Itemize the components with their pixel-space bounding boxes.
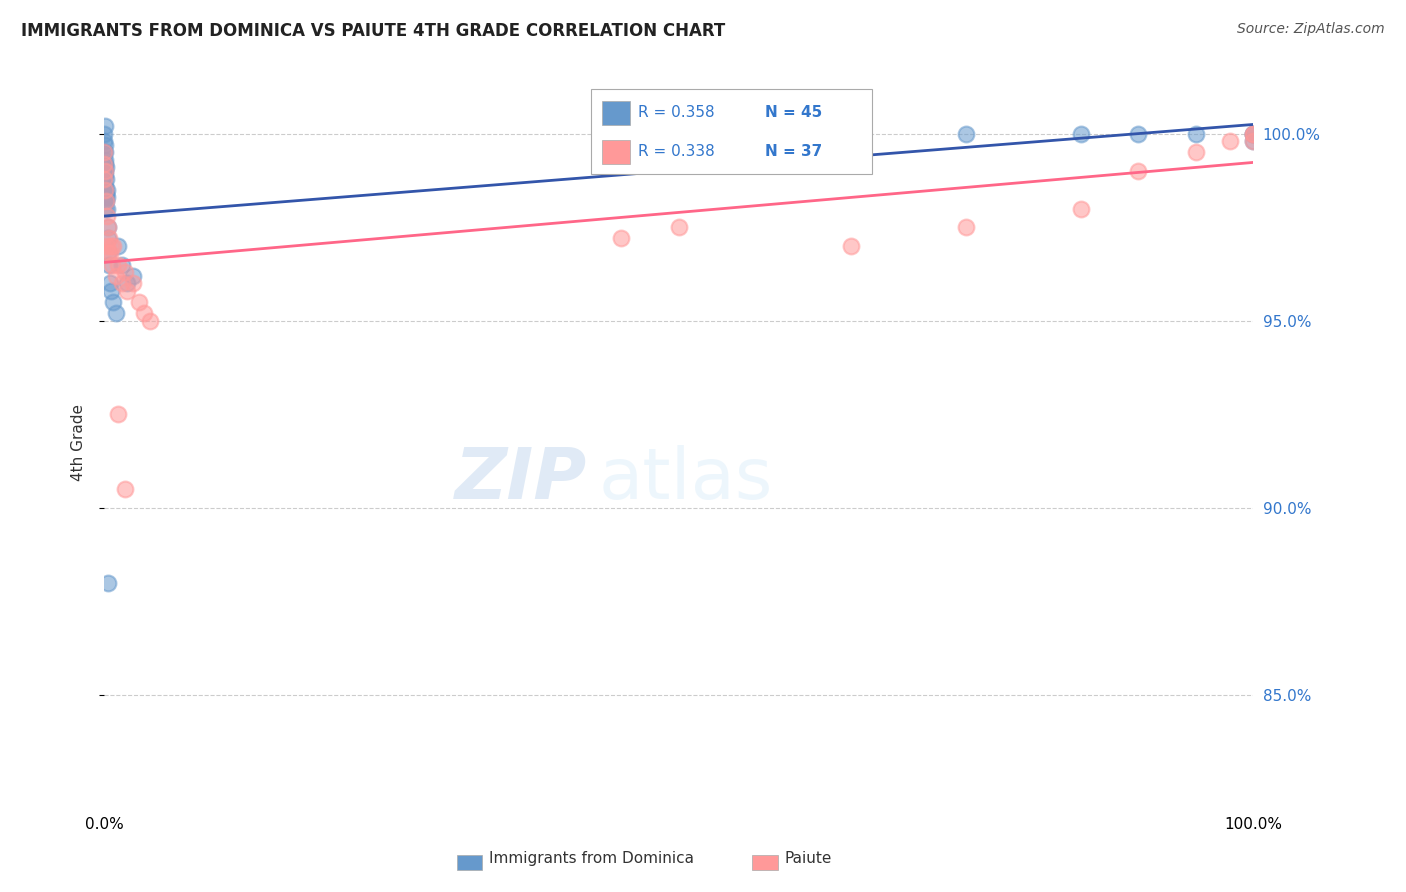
Point (94, 161, 117, 175)
Point (103, 295, 125, 310)
Point (1241, 127, 1264, 141)
Point (104, 268, 127, 283)
Point (97, 231, 120, 245)
Text: IMMIGRANTS FROM DOMINICA VS PAIUTE 4TH GRADE CORRELATION CHART: IMMIGRANTS FROM DOMINICA VS PAIUTE 4TH G… (21, 22, 725, 40)
Point (1126, 164, 1149, 178)
Point (107, 408, 129, 422)
Point (96, 190, 118, 204)
Point (134, 306, 156, 320)
Point (1070, 202, 1092, 216)
Point (955, 127, 977, 141)
Point (93, 127, 115, 141)
Point (1241, 127, 1264, 141)
Point (93, 156, 115, 170)
Point (100, 239, 122, 253)
Point (1184, 127, 1206, 141)
Point (839, 239, 862, 253)
Text: Immigrants from Dominica: Immigrants from Dominica (489, 851, 695, 866)
Point (104, 306, 127, 320)
Point (94, 156, 117, 170)
Point (93, 145, 115, 160)
Point (1241, 134, 1264, 148)
Point (122, 268, 145, 283)
FancyBboxPatch shape (591, 89, 872, 174)
Point (97, 220, 120, 235)
Point (94, 164, 117, 178)
Point (96, 239, 118, 253)
Text: N = 45: N = 45 (765, 105, 823, 120)
Text: Source: ZipAtlas.com: Source: ZipAtlas.com (1237, 22, 1385, 37)
Point (107, 258, 129, 272)
Text: R = 0.338: R = 0.338 (638, 145, 716, 160)
Point (101, 258, 124, 272)
Point (94, 194, 117, 208)
Y-axis label: 4th Grade: 4th Grade (72, 404, 86, 481)
Point (93, 134, 115, 148)
Point (1126, 127, 1149, 141)
Point (839, 127, 862, 141)
Text: R = 0.358: R = 0.358 (638, 105, 714, 120)
Point (110, 258, 132, 272)
Point (94, 194, 117, 208)
Point (97, 220, 120, 235)
Point (114, 483, 136, 497)
Point (1070, 127, 1092, 141)
Bar (602, 140, 630, 164)
Point (122, 277, 145, 291)
Point (94, 145, 117, 160)
Point (94, 183, 117, 197)
Point (94, 171, 117, 186)
Point (1184, 145, 1206, 160)
Point (1241, 127, 1264, 141)
Point (93, 171, 115, 186)
Point (100, 284, 122, 298)
Point (97, 246, 120, 260)
Point (94, 190, 117, 204)
Point (107, 239, 129, 253)
Text: atlas: atlas (598, 444, 773, 514)
Point (1241, 127, 1264, 141)
Point (117, 277, 139, 291)
Point (98, 277, 121, 291)
Text: N = 37: N = 37 (765, 145, 823, 160)
Text: Paiute: Paiute (785, 851, 832, 866)
Point (668, 220, 690, 235)
Point (93, 164, 115, 178)
Point (725, 127, 748, 141)
Point (94, 153, 117, 167)
Point (97, 258, 120, 272)
Point (96, 209, 118, 223)
Point (94, 183, 117, 197)
Point (955, 220, 977, 235)
Point (114, 265, 136, 279)
Point (96, 186, 118, 201)
Point (610, 231, 633, 245)
Point (1241, 134, 1264, 148)
Point (96, 202, 118, 216)
Point (97, 576, 120, 591)
Text: ZIP: ZIP (454, 444, 586, 514)
Point (94, 168, 117, 182)
Point (1219, 134, 1241, 148)
Point (94, 202, 117, 216)
Point (93, 145, 115, 160)
Point (93, 156, 115, 170)
Point (97, 246, 120, 260)
Point (128, 295, 150, 310)
Point (96, 231, 118, 245)
Point (139, 314, 162, 328)
Point (98, 246, 121, 260)
Point (110, 277, 132, 291)
Point (94, 164, 117, 178)
Point (103, 239, 125, 253)
Point (96, 183, 118, 197)
Point (93, 119, 115, 133)
Bar (602, 101, 630, 125)
Point (94, 179, 117, 194)
Point (93, 137, 115, 152)
Point (117, 284, 139, 298)
